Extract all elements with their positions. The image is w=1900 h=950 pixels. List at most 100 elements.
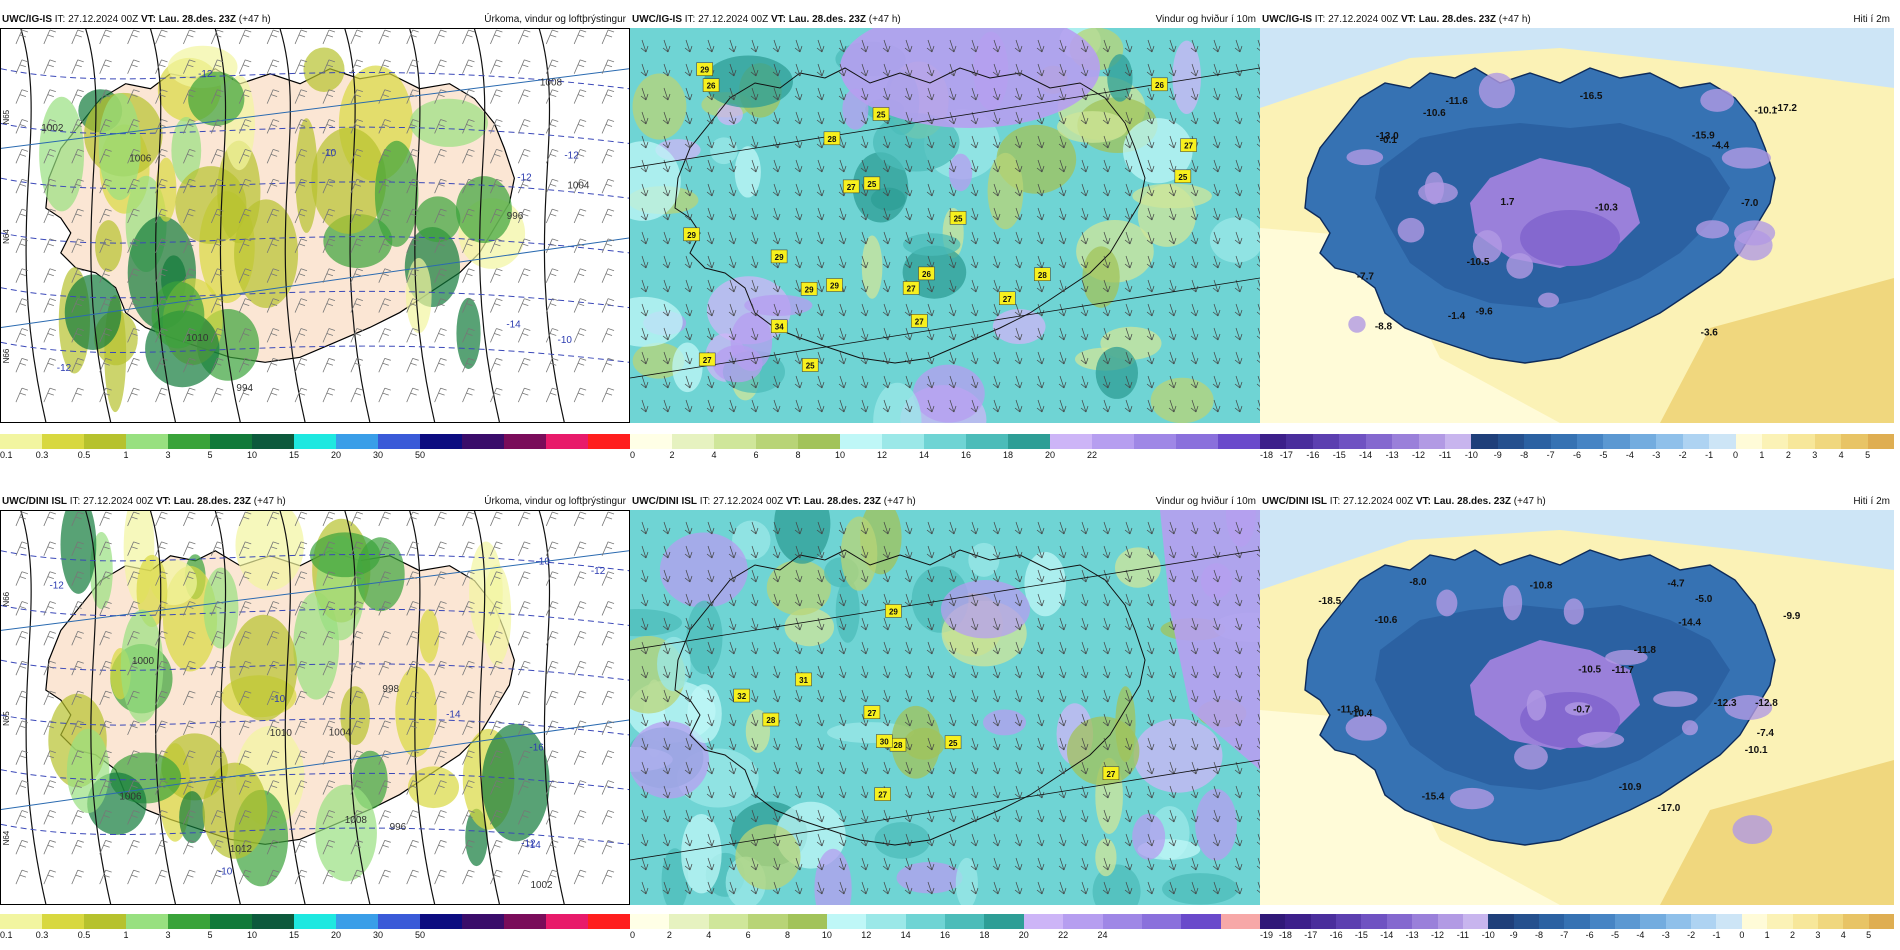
map-contour-label: 1004 xyxy=(329,727,352,738)
gust-label: 25 xyxy=(872,107,890,121)
colorbar-cell xyxy=(1716,914,1742,929)
colorbar-cells xyxy=(0,434,630,449)
temp-label: -10.8 xyxy=(1530,580,1553,591)
colorbar-tick-label: 10 xyxy=(246,450,258,460)
colorbar-tick-label: 16 xyxy=(939,930,951,940)
temp-label: -10.3 xyxy=(1595,202,1618,213)
map-view[interactable]: -11.8 -10.9 -5.0 -11.7 -12.8 -10.5 -10.1 -9.9 -8… xyxy=(1260,510,1894,905)
colorbar-tick-label: 0.5 xyxy=(77,450,91,460)
colorbar-cells xyxy=(630,434,1260,449)
temp-label: -13.0 xyxy=(1376,131,1399,142)
colorbar-tick-label: 18 xyxy=(1002,450,1014,460)
temp-label: -17.2 xyxy=(1774,103,1797,114)
wind-map-canvas: 28 28 27 25 29 27 32 30 27 31 xyxy=(630,510,1260,905)
colorbar-tick-label: 10 xyxy=(246,930,258,940)
vt-value: Lau. 28.des. 23Z xyxy=(803,496,882,507)
temp-label: -5.0 xyxy=(1695,594,1713,605)
gust-label: 27 xyxy=(863,705,881,720)
colorbar-tick-label: 12 xyxy=(876,450,888,460)
svg-text:27: 27 xyxy=(878,791,887,800)
colorbar-cell xyxy=(1050,434,1092,449)
it-value: 27.12.2024 00Z xyxy=(713,496,784,507)
lead-time: (+47 h) xyxy=(253,496,286,507)
map-contour-label: -14 xyxy=(526,840,541,851)
colorbar-cell xyxy=(1868,914,1894,929)
colorbar-cell xyxy=(210,434,252,449)
svg-text:26: 26 xyxy=(922,270,931,279)
colorbar-cell xyxy=(546,914,588,929)
map-contour-label: 1002 xyxy=(41,123,64,134)
map-contour-label: 994 xyxy=(236,383,253,394)
colorbar-cell xyxy=(1339,434,1366,449)
map-view[interactable]: -16 -14 -14 -12 -12 -10 -10 -12 -10 1012 1010 1008 1… xyxy=(0,510,630,905)
gust-label: 28 xyxy=(823,131,841,146)
colorbar-tick-label: 0 xyxy=(1739,930,1745,940)
colorbar-cell xyxy=(787,914,827,929)
temp-label: -9.9 xyxy=(1783,611,1801,622)
colorbar-cell xyxy=(1260,434,1287,449)
vt-label: VT: xyxy=(1415,496,1431,507)
lead-time: (+47 h) xyxy=(883,496,916,507)
colorbar-tick-label: 4 xyxy=(1840,930,1846,940)
colorbar-cell xyxy=(1629,434,1657,449)
map-contour-label: 1006 xyxy=(129,154,152,165)
temp-label: -18.5 xyxy=(1318,596,1341,607)
colorbar-cell xyxy=(1386,914,1413,929)
svg-text:29: 29 xyxy=(775,253,784,262)
vt-label: VT: xyxy=(785,496,801,507)
colorbar-tick-label: 8 xyxy=(795,450,801,460)
svg-text:27: 27 xyxy=(847,183,856,192)
vt-value: Lau. 28.des. 23Z xyxy=(788,14,867,25)
colorbar-tick-label: -3 xyxy=(1652,450,1661,460)
colorbar-tick-label: 3 xyxy=(1812,450,1818,460)
colorbar-tick-label: 0.1 xyxy=(0,450,13,460)
colorbar-tick-label: -3 xyxy=(1661,930,1670,940)
colorbar: -19 -18 -17 -16 -15 -14 -13 -12 -11 -10 -9 -8 -7 -6 -5… xyxy=(1260,914,1894,942)
colorbar-cells xyxy=(0,914,630,929)
map-view[interactable]: 28 28 27 25 29 27 32 30 27 31 xyxy=(630,510,1260,905)
temp-label: -15.4 xyxy=(1422,791,1445,802)
map-contour-label: N65 xyxy=(2,109,11,124)
map-view[interactable]: -10.6 -7.0 1.7 -3.6 -7.7 -0.1 -10.3 -1.4 -10.5 -1… xyxy=(1260,28,1894,423)
colorbar-tick-label: 4 xyxy=(1838,450,1844,460)
colorbar-cell xyxy=(1682,434,1710,449)
temp-label: -15.9 xyxy=(1692,131,1715,142)
temp-label: -9.6 xyxy=(1476,306,1494,317)
svg-text:27: 27 xyxy=(1003,295,1012,304)
colorbar-tick-label: 10 xyxy=(834,450,846,460)
map-view[interactable]: -14 -12 -10 -10 -12 -12 -12 1010 1008 1006 1004 100… xyxy=(0,28,630,423)
colorbar-tick-label: -10 xyxy=(1464,450,1478,460)
temp-label: -7.4 xyxy=(1757,728,1775,739)
gust-label: 26 xyxy=(702,78,720,92)
colorbar-cell xyxy=(1709,434,1736,449)
panel-title: Úrkoma, vindur og loftþrýstingur xyxy=(484,496,626,507)
gust-label: 32 xyxy=(733,688,750,703)
colorbar-tick-label: 0.5 xyxy=(77,930,91,940)
colorbar-cell xyxy=(1462,914,1489,929)
model-name: UWC/IG-IS xyxy=(632,14,682,25)
colorbar-tick-label: 30 xyxy=(372,450,384,460)
map-contour-label: -16 xyxy=(529,743,544,754)
colorbar-cell xyxy=(826,914,867,929)
colorbar-cell xyxy=(378,434,420,449)
colorbar-cells xyxy=(1260,434,1895,449)
temp-label: -11.7 xyxy=(1612,665,1635,676)
map-contour-label: 1008 xyxy=(540,78,563,89)
colorbar-cell xyxy=(1023,914,1064,929)
colorbar-cell xyxy=(708,914,749,929)
colorbar-tick-label: -12 xyxy=(1411,450,1426,460)
model-name: UWC/DINI ISL xyxy=(2,496,67,507)
colorbar-cell xyxy=(1063,914,1103,929)
colorbar-cell xyxy=(1762,434,1789,449)
temp-label: -4.4 xyxy=(1712,140,1730,151)
lead-time: (+47 h) xyxy=(1513,496,1546,507)
svg-text:25: 25 xyxy=(867,180,876,189)
map-contour-label: -12 xyxy=(564,151,579,162)
colorbar-cell xyxy=(1767,914,1793,929)
colorbar-tick-label: -2 xyxy=(1678,450,1687,460)
model-name: UWC/IG-IS xyxy=(1262,14,1312,25)
svg-text:27: 27 xyxy=(1106,770,1115,779)
map-view[interactable]: 26 29 29 26 27 27 25 29 27 28 29 25 25 29 26 27 27 34 28 25… xyxy=(630,28,1260,423)
colorbar-cell xyxy=(1176,434,1218,449)
colorbar-tick-label: -18 xyxy=(1278,930,1292,940)
